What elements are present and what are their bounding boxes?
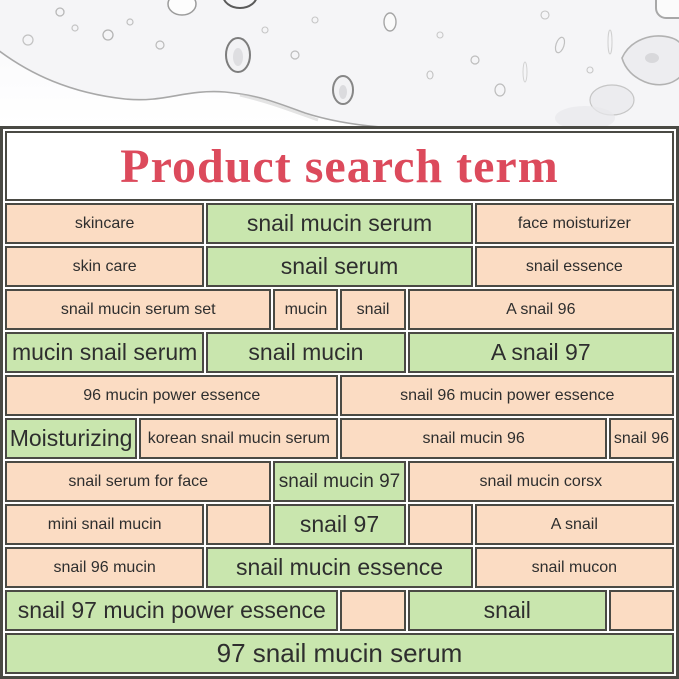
- term-cell: snail mucin serum set: [5, 289, 272, 330]
- term-cell: A snail 97: [407, 332, 674, 373]
- term-cell: snail 96 mucin: [5, 547, 205, 588]
- term-cell: snail 97: [273, 504, 406, 545]
- term-cell: snail serum: [206, 246, 473, 287]
- term-cell: Moisturizing: [5, 418, 138, 459]
- term-cell: snail: [407, 590, 607, 631]
- term-cell: korean snail mucin serum: [139, 418, 339, 459]
- term-cell: 96 mucin power essence: [5, 375, 339, 416]
- term-cell: snail 97 mucin power essence: [5, 590, 339, 631]
- empty-cell: [608, 590, 674, 631]
- term-cell: snail 96: [608, 418, 674, 459]
- term-cell: snail mucin 97: [273, 461, 406, 502]
- term-cell: face moisturizer: [474, 203, 674, 244]
- term-cell: snail essence: [474, 246, 674, 287]
- term-cell: skin care: [5, 246, 205, 287]
- term-cell: snail mucon: [474, 547, 674, 588]
- empty-cell: [340, 590, 406, 631]
- term-cell: 97 snail mucin serum: [5, 633, 674, 674]
- term-cell: A snail 96: [407, 289, 674, 330]
- term-cell: mucin snail serum: [5, 332, 205, 373]
- page-title: Product search term: [5, 131, 674, 201]
- term-cell: mucin: [273, 289, 339, 330]
- term-cell: snail mucin: [206, 332, 406, 373]
- term-cell: snail 96 mucin power essence: [340, 375, 674, 416]
- term-cell: snail mucin 96: [340, 418, 607, 459]
- term-cell: skincare: [5, 203, 205, 244]
- term-cell: snail serum for face: [5, 461, 272, 502]
- empty-cell: [206, 504, 272, 545]
- term-cell: mini snail mucin: [5, 504, 205, 545]
- term-cell: snail mucin essence: [206, 547, 473, 588]
- water-droplets: [0, 0, 679, 126]
- term-cell: snail mucin corsx: [407, 461, 674, 502]
- term-cell: snail: [340, 289, 406, 330]
- gel-texture-image: [0, 0, 679, 126]
- empty-cell: [407, 504, 473, 545]
- search-term-table: Product search term skincare snail mucin…: [0, 126, 679, 679]
- term-cell: snail mucin serum: [206, 203, 473, 244]
- term-cell: A snail: [474, 504, 674, 545]
